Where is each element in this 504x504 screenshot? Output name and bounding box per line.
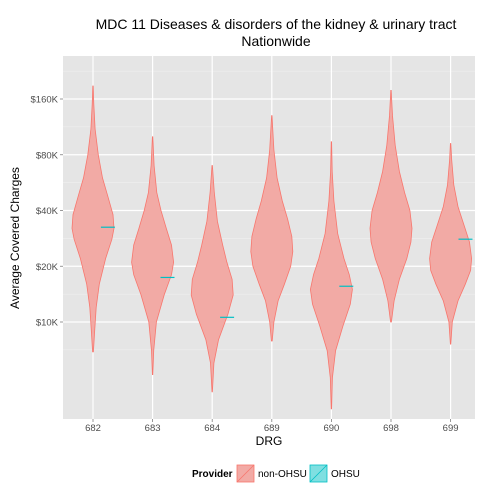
y-tick-label: $40K [36, 206, 59, 217]
ohsu-markers [100, 226, 473, 318]
violin-683 [131, 136, 175, 375]
legend-key-ohsu-slash [309, 464, 328, 483]
violin-699 [429, 143, 473, 345]
legend-label-ohsu: OHSU [331, 469, 360, 480]
x-tick-label: 689 [264, 423, 280, 434]
y-tick-label: $20K [36, 262, 59, 273]
legend-key-non-ohsu-slash [236, 464, 255, 483]
violin-690 [309, 141, 353, 410]
chart-title: MDC 11 Diseases & disorders of the kidne… [96, 16, 457, 32]
x-tick-label: 699 [443, 423, 459, 434]
violin-684 [190, 165, 234, 393]
chart-subtitle: Nationwide [241, 33, 310, 49]
violins [71, 85, 473, 410]
x-tick-label: 698 [383, 423, 399, 434]
y-axis: $10K $20K $40K $80K $160K [31, 95, 63, 329]
y-axis-title: Average Covered Charges [8, 167, 22, 309]
x-tick-label: 690 [323, 423, 339, 434]
x-tick-label: 683 [145, 423, 161, 434]
x-axis: 682 683 684 689 690 698 699 [85, 419, 459, 434]
violin-682 [71, 85, 115, 353]
legend-label-non-ohsu: non-OHSU [258, 469, 307, 480]
legend-title: Provider [192, 469, 233, 480]
x-tick-label: 684 [204, 423, 220, 434]
x-tick-label: 682 [85, 423, 101, 434]
x-axis-title: DRG [256, 434, 283, 448]
y-tick-label: $80K [36, 150, 59, 161]
legend: Provider non-OHSU OHSU [192, 464, 360, 483]
violin-698 [369, 90, 413, 323]
violin-689 [250, 115, 294, 342]
y-tick-label: $10K [36, 318, 59, 329]
y-tick-label: $160K [31, 95, 59, 106]
